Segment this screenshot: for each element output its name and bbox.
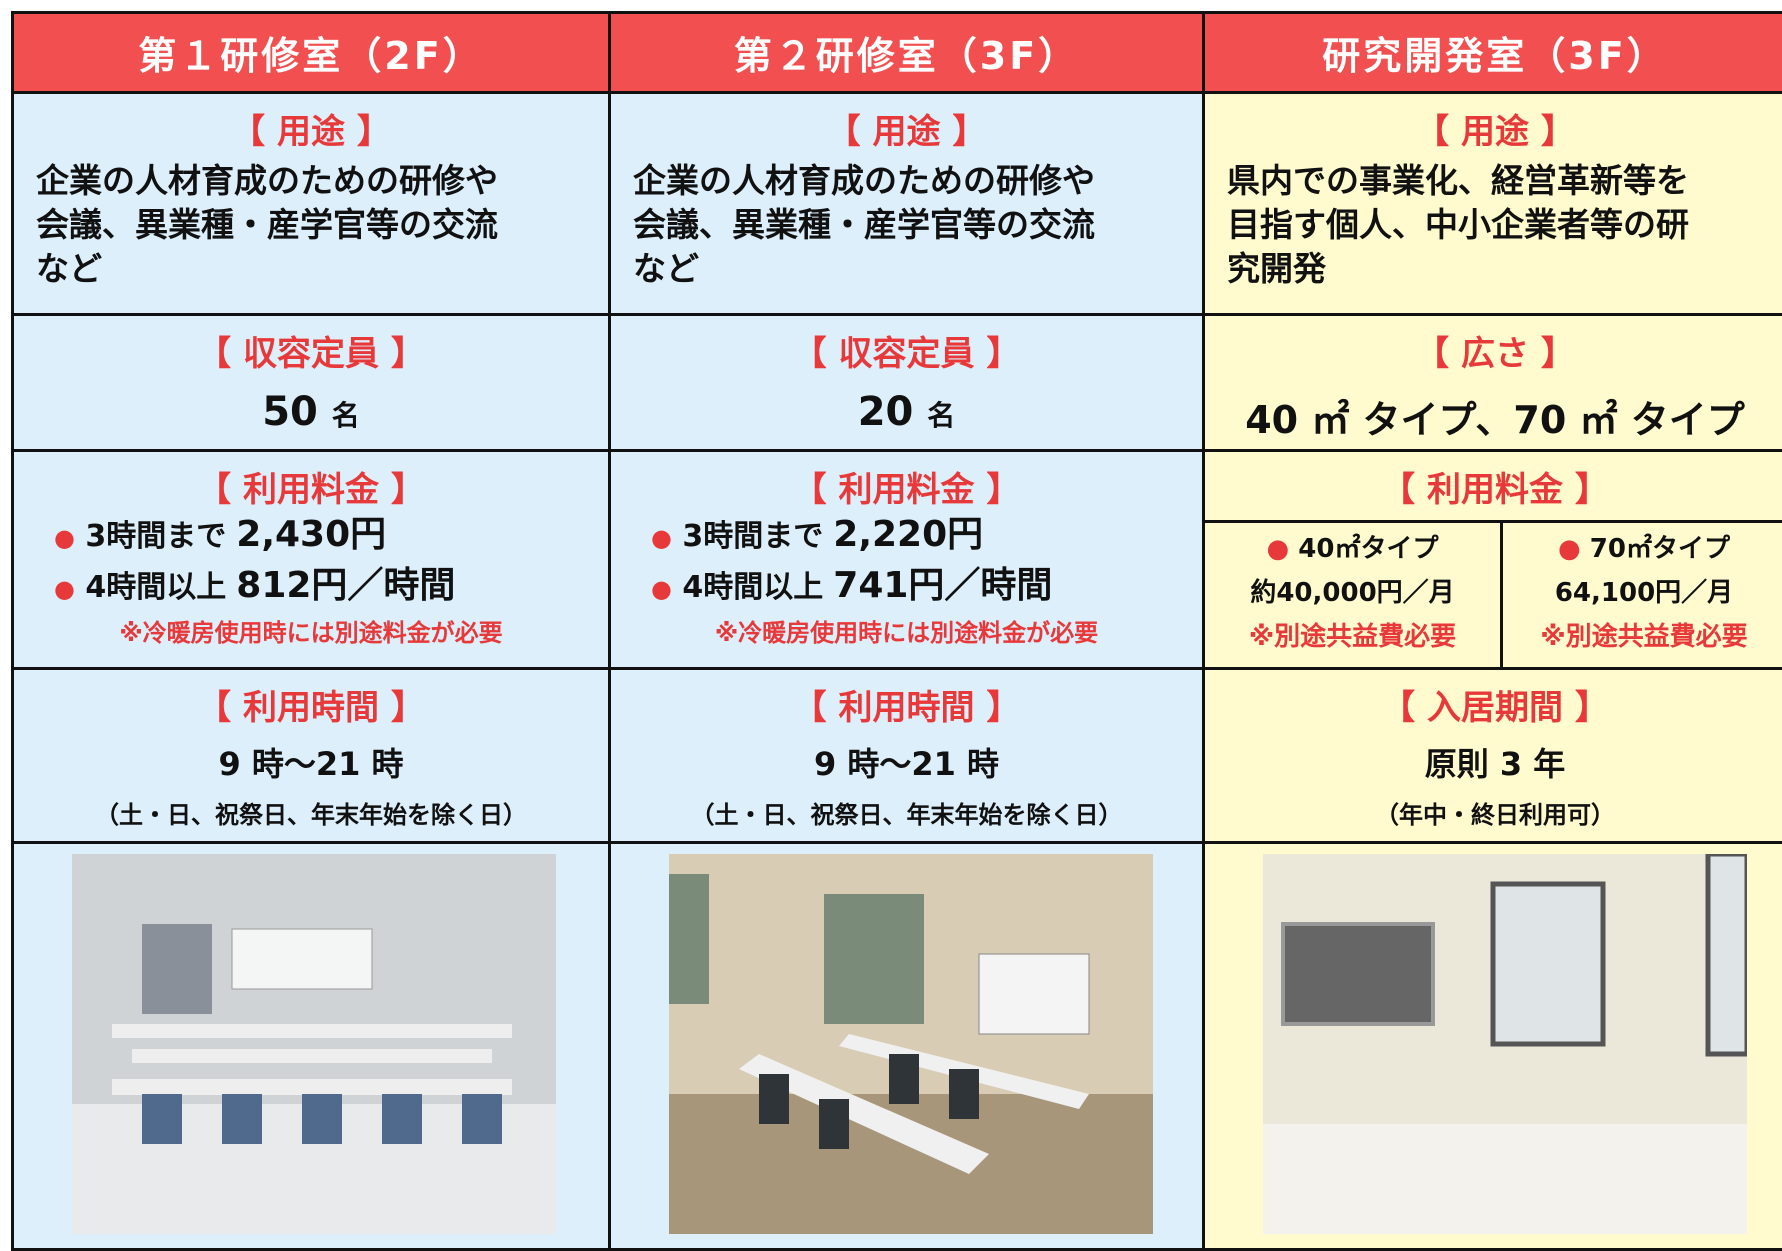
text: 目指す個人、中小企業者等の研 — [1227, 205, 1689, 244]
bullet: ● — [651, 524, 672, 552]
value: 50 — [262, 389, 318, 435]
text: 会議、異業種・産学官等の交流 — [36, 205, 498, 244]
label: 【 用途 】 — [231, 112, 391, 152]
note: ※冷暖房使用時には別途料金が必要 — [714, 619, 1099, 647]
amount: 約40,000円／月 — [1250, 578, 1455, 608]
text: 企業の人材育成のための研修や — [633, 161, 1095, 200]
usage-cell: 【 用途 】企業の人材育成のための研修や 会議、異業種・産学官等の交流 など — [611, 94, 1205, 316]
note: ※別途共益費必要 — [1540, 622, 1748, 652]
unit: 名 — [927, 399, 956, 432]
text: 県内での事業化、経営革新等を — [1227, 161, 1689, 200]
bullet: ● — [54, 575, 75, 603]
usage-cell: 【 用途 】県内での事業化、経営革新等を 目指す個人、中小企業者等の研 究開発 — [1205, 94, 1782, 316]
bullet: ● — [1266, 534, 1290, 564]
label: 【 用途 】 — [1415, 112, 1575, 152]
photo-cell — [611, 844, 1205, 1251]
usage-cell: 【 用途 】企業の人材育成のための研修や 会議、異業種・産学官等の交流 など — [14, 94, 611, 316]
note: （土・日、祝祭日、年末年始を除く日） — [690, 801, 1123, 829]
amount: 2,430円 — [236, 514, 387, 555]
value: 20 — [857, 389, 914, 435]
note: （土・日、祝祭日、年末年始を除く日） — [95, 801, 527, 829]
label: 【 利用料金 】 — [1381, 470, 1609, 510]
fee-cell: 【 利用料金 】 ● 40㎡タイプ約40,000円／月 ※別途共益費必要 ● 70… — [1205, 452, 1782, 670]
room-photo — [1263, 854, 1747, 1234]
amount: 64,100円／月 — [1554, 578, 1734, 608]
note: ※別途共益費必要 — [1248, 622, 1457, 652]
term: 4時間以上 — [682, 570, 824, 605]
bullet: ● — [1558, 534, 1581, 564]
text: など — [633, 249, 699, 288]
fee-type: ● 40㎡タイプ約40,000円／月 ※別途共益費必要 — [1205, 520, 1503, 667]
label: 【 収容定員 】 — [792, 334, 1021, 374]
text: など — [36, 249, 102, 288]
term: 3時間まで — [85, 519, 227, 554]
amount: 2,220円 — [833, 514, 984, 555]
photo-cell — [14, 844, 611, 1251]
value: 40 ㎡ タイプ、70 ㎡ タイプ — [1245, 398, 1745, 442]
text: 会議、異業種・産学官等の交流 — [633, 205, 1095, 244]
size-cell: 【 広さ 】 40 ㎡ タイプ、70 ㎡ タイプ — [1205, 316, 1782, 452]
bullet: ● — [54, 524, 75, 552]
photo-cell — [1205, 844, 1782, 1251]
label: 【 広さ 】 — [1415, 334, 1575, 374]
label: 【 利用料金 】 — [197, 470, 425, 510]
label: 【 用途 】 — [826, 112, 987, 152]
value: 原則 3 年 — [1424, 745, 1566, 783]
unit: 名 — [331, 399, 360, 432]
header: 第１研修室（2F） — [14, 14, 611, 94]
value: 9 時～21 時 — [813, 745, 1000, 783]
type-name: 70㎡タイプ — [1589, 534, 1730, 564]
period-cell: 【 入居期間 】原則 3 年 （年中・終日利用可） — [1205, 670, 1782, 844]
note: ※冷暖房使用時には別途料金が必要 — [119, 619, 503, 647]
type-name: 40㎡タイプ — [1298, 534, 1439, 564]
room-photo — [72, 854, 556, 1234]
header: 研究開発室（3F） — [1205, 14, 1782, 94]
label: 【 入居期間 】 — [1381, 688, 1609, 728]
fee-cell: 【 利用料金 】 ● 3時間まで 2,220円 ● 4時間以上 741円／時間 ※冷… — [611, 452, 1205, 670]
room-table: 第１研修室（2F） 第２研修室（3F） 研究開発室（3F） 【 用途 】企業の人… — [11, 11, 1782, 1251]
term: 3時間まで — [682, 519, 824, 554]
text: 究開発 — [1227, 249, 1326, 288]
value: 9 時～21 時 — [218, 745, 404, 783]
bullet: ● — [651, 575, 672, 603]
hours-cell: 【 利用時間 】 9 時～21 時 （土・日、祝祭日、年末年始を除く日） — [611, 670, 1205, 844]
fee-type: ● 70㎡タイプ 64,100円／月 ※別途共益費必要 — [1503, 520, 1782, 667]
hours-cell: 【 利用時間 】 9 時～21 時 （土・日、祝祭日、年末年始を除く日） — [14, 670, 611, 844]
label: 【 利用時間 】 — [197, 688, 425, 728]
term: 4時間以上 — [85, 570, 227, 605]
label: 【 利用料金 】 — [792, 470, 1021, 510]
note: （年中・終日利用可） — [1375, 801, 1615, 829]
label: 【 利用時間 】 — [792, 688, 1021, 728]
amount: 812円／時間 — [236, 565, 456, 606]
room-photo — [669, 854, 1153, 1234]
capacity-cell: 【 収容定員 】 50 名 — [14, 316, 611, 452]
label: 【 収容定員 】 — [197, 334, 425, 374]
amount: 741円／時間 — [833, 565, 1053, 606]
text: 企業の人材育成のための研修や — [36, 161, 498, 200]
capacity-cell: 【 収容定員 】 20 名 — [611, 316, 1205, 452]
header: 第２研修室（3F） — [611, 14, 1205, 94]
fee-cell: 【 利用料金 】 ● 3時間まで 2,430円 ● 4時間以上 812円／時間 ※冷… — [14, 452, 611, 670]
